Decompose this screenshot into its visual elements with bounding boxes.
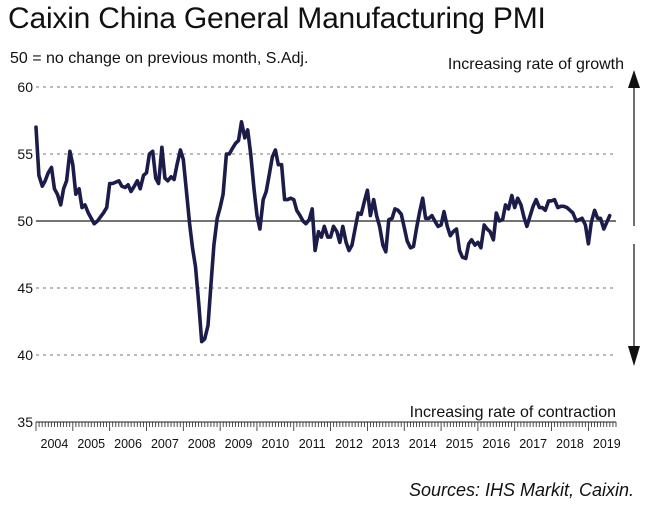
y-tick-label-55: 55 [17, 146, 33, 162]
x-tick-label-2011: 2011 [299, 437, 326, 451]
series-group [34, 120, 612, 344]
x-tick-label-2016: 2016 [482, 437, 510, 451]
y-tick-label-40: 40 [17, 347, 33, 363]
x-tick-label-2009: 2009 [225, 437, 253, 451]
chart-title: Caixin China General Manufacturing PMI [8, 2, 546, 35]
x-tick-label-2017: 2017 [519, 437, 547, 451]
contraction-arrowhead [628, 346, 640, 366]
x-tick-label-2008: 2008 [188, 437, 216, 451]
x-tick-label-2004: 2004 [41, 437, 69, 451]
y-tick-label-35: 35 [17, 414, 33, 430]
series-line-0 [34, 120, 612, 344]
growth-annotation: Increasing rate of growth [448, 56, 624, 73]
x-tick-label-2005: 2005 [77, 437, 105, 451]
gridlines [36, 86, 616, 356]
x-tick-label-2007: 2007 [151, 437, 179, 451]
x-tick-label-2018: 2018 [556, 437, 584, 451]
x-tick-label-2015: 2015 [446, 437, 474, 451]
x-tick-label-2014: 2014 [409, 437, 437, 451]
growth-arrowhead [628, 70, 640, 88]
source-note: Sources: IHS Markit, Caixin. [408, 480, 634, 500]
x-axis: 2004 2005 2006 2007 2008 2009 2010 2011 2012 2013… [35, 421, 621, 451]
chart-canvas: 35 40 45 50 55 60 2004 2005 2006 2007 2008 2009 201… [17, 56, 640, 451]
x-tick-label-2010: 2010 [261, 437, 289, 451]
y-tick-label-60: 60 [17, 79, 33, 95]
x-tick-label-2012: 2012 [335, 437, 363, 451]
y-axis-labels: 35 40 45 50 55 60 [17, 79, 33, 430]
x-tick-label-2013: 2013 [372, 437, 400, 451]
x-tick-label-2006: 2006 [114, 437, 142, 451]
direction-arrows [628, 70, 640, 366]
chart-subtitle: 50 = no change on previous month, S.Adj. [10, 50, 309, 67]
contraction-annotation: Increasing rate of contraction [410, 404, 616, 421]
y-tick-label-50: 50 [17, 213, 33, 229]
x-tick-label-2019: 2019 [593, 437, 621, 451]
y-tick-label-45: 45 [17, 280, 33, 296]
